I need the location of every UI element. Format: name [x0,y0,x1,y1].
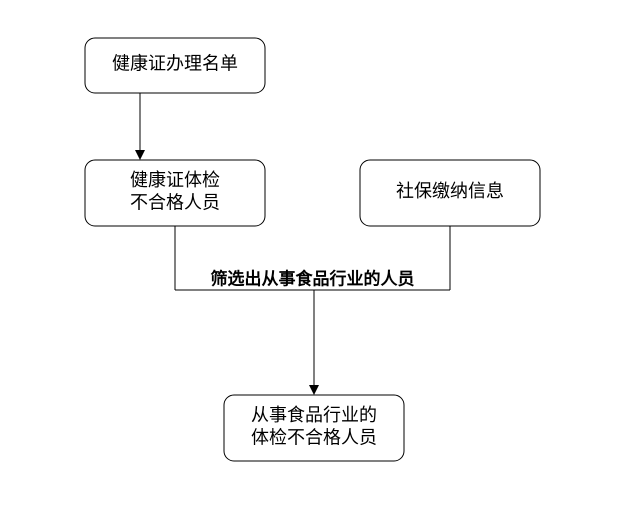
node-n4: 从事食品行业的体检不合格人员 [224,395,404,461]
node-label: 不合格人员 [130,192,220,212]
node-label: 健康证办理名单 [112,54,238,74]
node-label: 健康证体检 [130,170,220,190]
node-label: 体检不合格人员 [251,427,377,447]
arrow-head [309,385,319,395]
node-label: 从事食品行业的 [251,405,377,425]
node-label: 社保缴纳信息 [396,181,504,201]
edge-merge-label: 筛选出从事食品行业的人员 [211,268,415,288]
node-n1: 健康证办理名单 [85,38,265,93]
node-n2: 健康证体检不合格人员 [85,160,265,226]
node-n3: 社保缴纳信息 [360,160,540,226]
arrow-head [135,150,145,160]
